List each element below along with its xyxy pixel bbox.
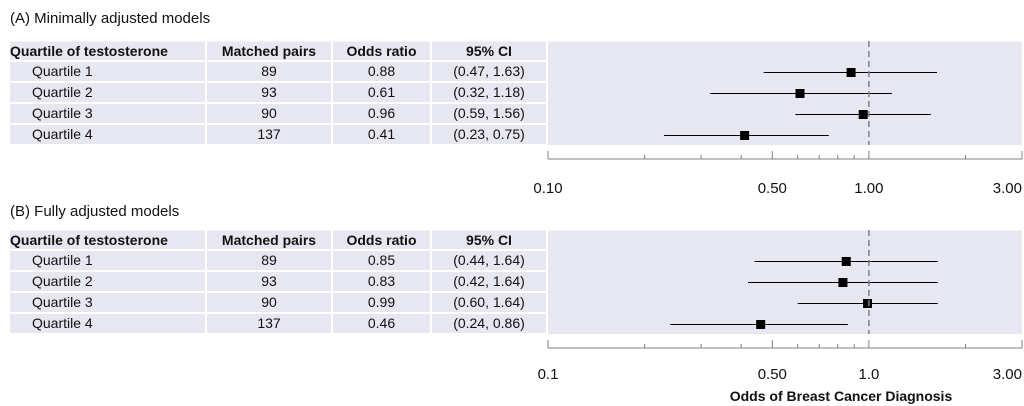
- matched-pairs-value: 90: [261, 294, 277, 310]
- x-axis-label: Odds of Breast Cancer Diagnosis: [730, 388, 953, 404]
- odds-ratio-marker: [740, 131, 750, 140]
- table-row: Quartile 1 89 0.85 (0.44, 1.64): [32, 252, 938, 268]
- ci-value: (0.32, 1.18): [453, 84, 525, 100]
- odds-ratio-value: 0.88: [368, 63, 395, 79]
- quartile-label: Quartile 4: [32, 315, 93, 331]
- quartile-label: Quartile 2: [32, 273, 93, 289]
- odds-ratio-value: 0.99: [368, 294, 395, 310]
- odds-ratio-marker: [756, 320, 766, 329]
- quartile-label: Quartile 2: [32, 84, 93, 100]
- table-row: Quartile 4 137 0.46 (0.24, 0.86): [32, 315, 848, 331]
- x-tick-label: 1.0: [858, 366, 879, 383]
- x-tick-label: 3.00: [993, 180, 1022, 197]
- odds-ratio-marker: [795, 89, 805, 98]
- matched-pairs-value: 93: [261, 273, 277, 289]
- x-tick-label: 0.50: [758, 366, 787, 383]
- x-tick-label: 3.00: [993, 366, 1022, 383]
- forest-panel-b: (B) Fully adjusted models Quartile of tes…: [10, 203, 1023, 404]
- table-row: Quartile 1 89 0.88 (0.47, 1.63): [32, 63, 937, 79]
- table-header: 95% CI: [466, 232, 512, 248]
- ci-value: (0.47, 1.63): [453, 63, 525, 79]
- odds-ratio-marker: [862, 299, 872, 308]
- table-header: 95% CI: [466, 43, 512, 59]
- table-row: Quartile 2 93 0.83 (0.42, 1.64): [32, 273, 938, 289]
- ci-value: (0.23, 0.75): [453, 126, 525, 142]
- odds-ratio-value: 0.85: [368, 252, 395, 268]
- quartile-label: Quartile 4: [32, 126, 93, 142]
- quartile-label: Quartile 1: [32, 63, 93, 79]
- ci-value: (0.44, 1.64): [453, 252, 525, 268]
- x-tick-label: 0.50: [758, 180, 787, 197]
- table-row: Quartile 2 93 0.61 (0.32, 1.18): [32, 84, 892, 100]
- odds-ratio-value: 0.96: [368, 105, 395, 121]
- table-row: Quartile 3 90 0.96 (0.59, 1.56): [32, 105, 931, 121]
- quartile-label: Quartile 3: [32, 105, 93, 121]
- ci-value: (0.59, 1.56): [453, 105, 525, 121]
- matched-pairs-value: 137: [257, 126, 281, 142]
- odds-ratio-marker: [838, 278, 848, 287]
- ci-value: (0.24, 0.86): [453, 315, 525, 331]
- table-header: Quartile of testosterone: [10, 43, 168, 59]
- ci-value: (0.42, 1.64): [453, 273, 525, 289]
- table-header: Odds ratio: [346, 232, 416, 248]
- odds-ratio-marker: [846, 68, 856, 77]
- odds-ratio-value: 0.61: [368, 84, 395, 100]
- x-tick-label: 0.1: [538, 366, 559, 383]
- x-tick-label: 1.00: [854, 180, 883, 197]
- matched-pairs-value: 90: [261, 105, 277, 121]
- quartile-label: Quartile 1: [32, 252, 93, 268]
- x-tick-label: 0.10: [533, 180, 562, 197]
- odds-ratio-value: 0.83: [368, 273, 395, 289]
- matched-pairs-value: 89: [261, 63, 277, 79]
- table-header: Matched pairs: [222, 232, 316, 248]
- matched-pairs-value: 93: [261, 84, 277, 100]
- quartile-label: Quartile 3: [32, 294, 93, 310]
- table-row: Quartile 3 90 0.99 (0.60, 1.64): [32, 294, 938, 310]
- forest-panel-a: (A) Minimally adjusted models Quartile of…: [10, 10, 1023, 197]
- table-header: Odds ratio: [346, 43, 416, 59]
- odds-ratio-marker: [858, 110, 868, 119]
- matched-pairs-value: 137: [257, 315, 281, 331]
- panel-title: (B) Fully adjusted models: [10, 203, 179, 220]
- odds-ratio-marker: [841, 257, 851, 266]
- table-header: Matched pairs: [222, 43, 316, 59]
- panel-title: (A) Minimally adjusted models: [10, 10, 210, 27]
- matched-pairs-value: 89: [261, 252, 277, 268]
- ci-value: (0.60, 1.64): [453, 294, 525, 310]
- odds-ratio-value: 0.41: [368, 126, 395, 142]
- odds-ratio-value: 0.46: [368, 315, 395, 331]
- table-row: Quartile 4 137 0.41 (0.23, 0.75): [32, 126, 829, 142]
- table-header: Quartile of testosterone: [10, 232, 168, 248]
